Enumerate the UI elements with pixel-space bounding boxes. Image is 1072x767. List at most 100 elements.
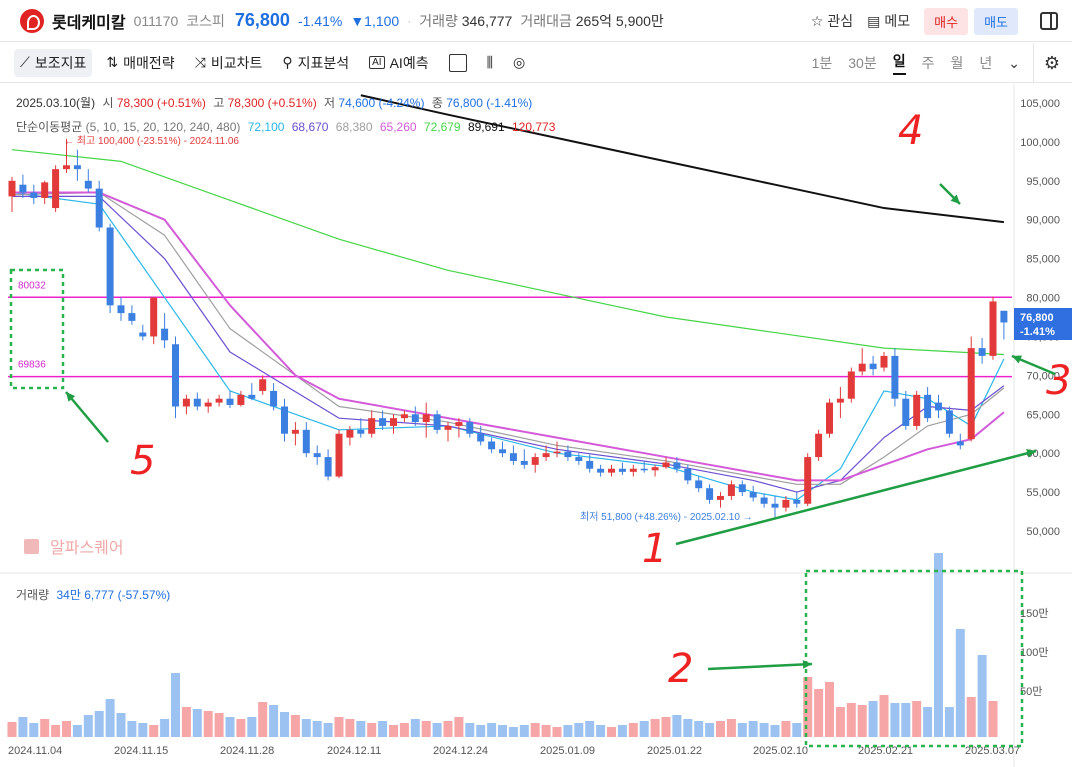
volume-bar bbox=[683, 719, 693, 737]
markup-arrow-4-head bbox=[950, 194, 960, 204]
candle-body bbox=[989, 301, 997, 356]
volume-bar bbox=[585, 721, 595, 737]
volume-bar bbox=[650, 719, 660, 737]
square-draw-icon[interactable] bbox=[448, 53, 467, 72]
candle-body bbox=[411, 414, 419, 423]
star-icon: ☆ bbox=[810, 12, 824, 29]
ai-forecast-button[interactable]: AI AI예측 bbox=[363, 49, 434, 77]
volume-bar bbox=[661, 717, 671, 737]
candle-body bbox=[30, 192, 38, 198]
compare-chart-button[interactable]: ⤨ 비교차트 bbox=[189, 49, 269, 77]
ma-value-0: 72,100 bbox=[247, 120, 285, 134]
volume-bar bbox=[596, 725, 606, 737]
period-week[interactable]: 주 bbox=[921, 55, 935, 71]
watch-button[interactable]: ☆ 관심 bbox=[811, 11, 853, 31]
candle-body bbox=[259, 379, 267, 391]
period-year[interactable]: 년 bbox=[979, 55, 993, 71]
price-axis-label: 105,000 bbox=[1020, 98, 1060, 110]
price-axis-label: 50,000 bbox=[1026, 526, 1060, 538]
candle-body bbox=[760, 497, 768, 504]
chevron-down-icon[interactable]: ⌄ bbox=[1008, 54, 1020, 71]
volume-bar bbox=[356, 721, 366, 737]
candle-body bbox=[161, 328, 169, 341]
candle-body bbox=[215, 398, 223, 403]
candle-body bbox=[727, 484, 735, 496]
candle-body bbox=[793, 499, 801, 504]
screenshot-button[interactable]: ◎ bbox=[507, 50, 531, 75]
volume-bar bbox=[694, 721, 704, 737]
ma-legend: 단순이동평균 (5, 10, 15, 20, 120, 240, 480) 72… bbox=[16, 118, 555, 135]
volume-bar bbox=[345, 719, 355, 737]
price-chart[interactable]: 105,000100,00095,00090,00085,00080,00075… bbox=[0, 84, 1072, 767]
candle-body bbox=[738, 484, 746, 493]
volume-axis-label: 150만 bbox=[1020, 607, 1048, 620]
candle-body bbox=[575, 457, 583, 461]
toolbar-divider bbox=[1033, 43, 1034, 83]
candle-body bbox=[608, 468, 615, 473]
candle-body bbox=[106, 227, 114, 306]
candle-body bbox=[717, 495, 724, 500]
buy-button[interactable]: 매수 bbox=[924, 7, 969, 35]
candle-body bbox=[433, 414, 441, 430]
current-price-tag-value: 76,800 bbox=[1020, 312, 1054, 324]
period-1min[interactable]: 1분 bbox=[811, 55, 833, 71]
level-lower-label: 69836 bbox=[18, 360, 46, 371]
volume-bar bbox=[803, 677, 813, 737]
candle-body bbox=[368, 418, 376, 434]
sell-button[interactable]: 매도 bbox=[974, 7, 1018, 35]
candle-body bbox=[520, 460, 528, 465]
candle-type-button[interactable]: ⫼ bbox=[481, 50, 499, 75]
volume-bar bbox=[171, 673, 180, 737]
volume-bar bbox=[301, 719, 311, 737]
markup-number-2: 2 bbox=[668, 646, 693, 692]
stock-code: 011170 bbox=[133, 12, 179, 29]
volume-axis-label: 50만 bbox=[1020, 685, 1042, 698]
price-axis-label: 100,000 bbox=[1020, 137, 1060, 149]
strategy-button[interactable]: ⇅ 매매전략 bbox=[100, 49, 180, 77]
volume-bar bbox=[203, 711, 213, 737]
candle-body bbox=[488, 441, 496, 450]
volume-bar bbox=[7, 722, 17, 737]
side-panel-toggle-icon[interactable] bbox=[1040, 12, 1058, 30]
indicator-button[interactable]: ⟋ 보조지표 bbox=[14, 48, 93, 77]
period-selector: 1분 30분 일 주 월 년 ⌄ bbox=[796, 43, 1020, 83]
markup-arrow-2 bbox=[707, 662, 813, 671]
candle-body bbox=[945, 410, 953, 434]
candle-body bbox=[847, 371, 855, 399]
volume-bar bbox=[716, 721, 725, 737]
x-tick-label: 2024.11.28 bbox=[220, 745, 274, 757]
candle-body bbox=[444, 425, 452, 430]
indicator-analysis-button[interactable]: ⚲ 지표분석 bbox=[276, 49, 355, 77]
chart-canvas[interactable]: 105,000100,00095,00090,00085,00080,00075… bbox=[0, 84, 1072, 767]
gear-icon[interactable]: ⚙ bbox=[1043, 53, 1060, 73]
current-price-tag-change: -1.41% bbox=[1020, 326, 1055, 338]
price-axis-label: 95,000 bbox=[1026, 176, 1060, 188]
candle-body bbox=[357, 429, 365, 434]
candle-body bbox=[291, 429, 299, 434]
x-tick-label: 2025.03.07 bbox=[965, 745, 1020, 757]
period-day[interactable]: 일 bbox=[892, 51, 906, 75]
volume-bar bbox=[988, 701, 998, 737]
volume-bar bbox=[726, 719, 736, 737]
volume-bar bbox=[247, 717, 257, 737]
volume-bar bbox=[912, 701, 922, 737]
candle-body bbox=[542, 453, 550, 458]
volume-bar bbox=[934, 553, 943, 737]
volume-bar bbox=[879, 695, 889, 737]
volume-bar bbox=[944, 707, 954, 737]
candle-body bbox=[237, 394, 245, 405]
ma-line-120 bbox=[11, 149, 1004, 356]
volume-bar bbox=[955, 629, 965, 737]
memo-button[interactable]: ▤ 메모 bbox=[867, 11, 910, 31]
volume-legend-change: (-57.57%) bbox=[117, 588, 171, 602]
candle-body bbox=[924, 394, 932, 419]
candle-body bbox=[302, 429, 310, 454]
period-30min[interactable]: 30분 bbox=[848, 55, 877, 71]
candle-body bbox=[935, 402, 942, 411]
x-tick-label: 2024.11.04 bbox=[8, 745, 62, 757]
volume-bar bbox=[487, 723, 497, 737]
period-month[interactable]: 월 bbox=[950, 55, 964, 71]
legend-date: 2025.03.10(월) bbox=[16, 96, 96, 110]
sort-arrows-icon: ⇅ bbox=[106, 54, 119, 70]
memo-icon: ▤ bbox=[867, 12, 881, 29]
